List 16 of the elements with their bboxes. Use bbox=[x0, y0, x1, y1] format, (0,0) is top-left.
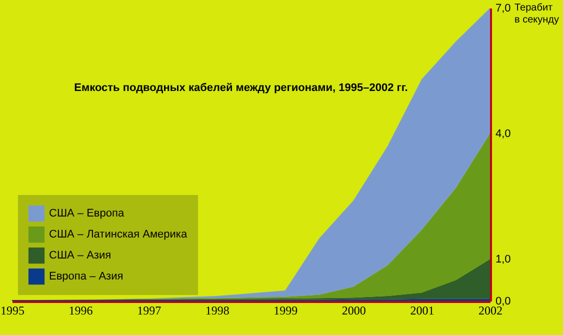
y-tick-label: 7,0 bbox=[496, 2, 511, 14]
x-tick-label: 1997 bbox=[137, 304, 162, 318]
x-tick-label: 2000 bbox=[342, 304, 366, 318]
legend-label: Европа – Азия bbox=[49, 270, 124, 282]
x-tick-label: 1996 bbox=[68, 304, 93, 318]
legend-label: США – Азия bbox=[49, 250, 112, 262]
legend-label: США – Европа bbox=[49, 208, 125, 220]
x-tick-label: 1995 bbox=[0, 304, 24, 318]
y-axis-title: Терабит в секунду bbox=[514, 2, 559, 26]
text: Емкость подводных кабелей между регионами, 1995–2002 гг. bbox=[74, 82, 408, 94]
y-tick-label: 1,0 bbox=[496, 254, 511, 266]
y-tick-label: 4,0 bbox=[496, 128, 511, 140]
x-tick-label: 1999 bbox=[274, 304, 298, 318]
x-tick-label: 2001 bbox=[410, 304, 434, 318]
x-tick-label: 1998 bbox=[205, 304, 230, 318]
legend-label: США – Латинская Америка bbox=[49, 228, 188, 240]
